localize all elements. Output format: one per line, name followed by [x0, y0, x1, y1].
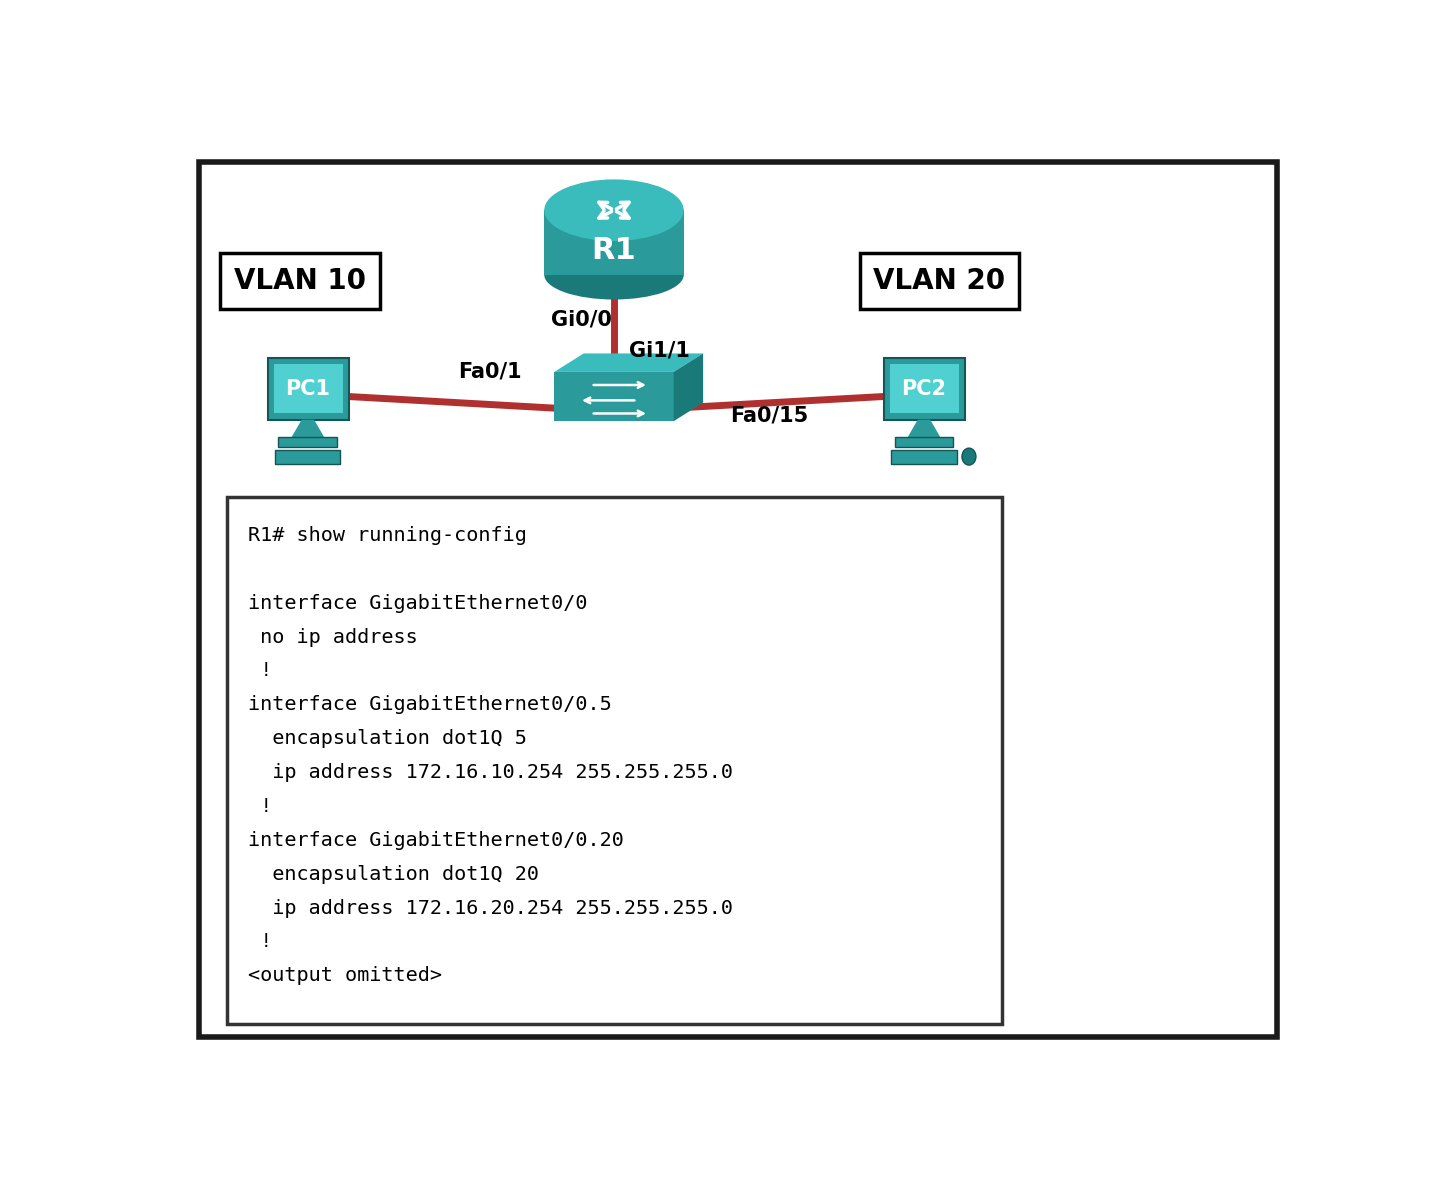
Text: Fa0/15: Fa0/15: [730, 406, 808, 426]
Text: ip address 172.16.10.254 255.255.255.0: ip address 172.16.10.254 255.255.255.0: [248, 763, 733, 782]
Text: R1: R1: [592, 236, 636, 265]
Bar: [226, 496, 1001, 1024]
Text: ip address 172.16.20.254 255.255.255.0: ip address 172.16.20.254 255.255.255.0: [248, 899, 733, 918]
Polygon shape: [906, 420, 943, 442]
Text: Fa0/1: Fa0/1: [458, 362, 521, 382]
Polygon shape: [554, 372, 674, 421]
Text: VLAN 10: VLAN 10: [235, 267, 366, 296]
Bar: [274, 364, 343, 413]
Text: interface GigabitEthernet0/0: interface GigabitEthernet0/0: [248, 594, 588, 612]
Text: encapsulation dot1Q 5: encapsulation dot1Q 5: [248, 729, 527, 748]
Ellipse shape: [544, 179, 684, 241]
Text: VLAN 20: VLAN 20: [874, 267, 1005, 296]
Bar: [890, 364, 959, 413]
Text: R1# show running-config: R1# show running-config: [248, 526, 527, 545]
Polygon shape: [289, 420, 327, 442]
Text: no ip address: no ip address: [248, 628, 418, 647]
Ellipse shape: [962, 449, 976, 465]
Text: Gi0/0: Gi0/0: [552, 310, 612, 330]
Text: !: !: [248, 796, 272, 815]
Ellipse shape: [544, 250, 684, 299]
Bar: [891, 450, 956, 464]
Text: Gi1/1: Gi1/1: [628, 341, 690, 361]
Text: !: !: [248, 661, 272, 680]
Text: PC2: PC2: [901, 379, 946, 399]
Bar: [884, 358, 965, 420]
Text: <output omitted>: <output omitted>: [248, 966, 442, 985]
Bar: [268, 358, 348, 420]
Bar: [278, 437, 337, 447]
Polygon shape: [554, 354, 703, 372]
Bar: [275, 450, 340, 464]
Text: !: !: [248, 933, 272, 952]
Text: interface GigabitEthernet0/0.20: interface GigabitEthernet0/0.20: [248, 831, 624, 850]
Polygon shape: [544, 210, 684, 275]
Text: encapsulation dot1Q 20: encapsulation dot1Q 20: [248, 864, 539, 883]
Text: interface GigabitEthernet0/0.5: interface GigabitEthernet0/0.5: [248, 696, 612, 715]
Bar: [894, 437, 953, 447]
Text: PC1: PC1: [285, 379, 330, 399]
Polygon shape: [674, 354, 703, 421]
